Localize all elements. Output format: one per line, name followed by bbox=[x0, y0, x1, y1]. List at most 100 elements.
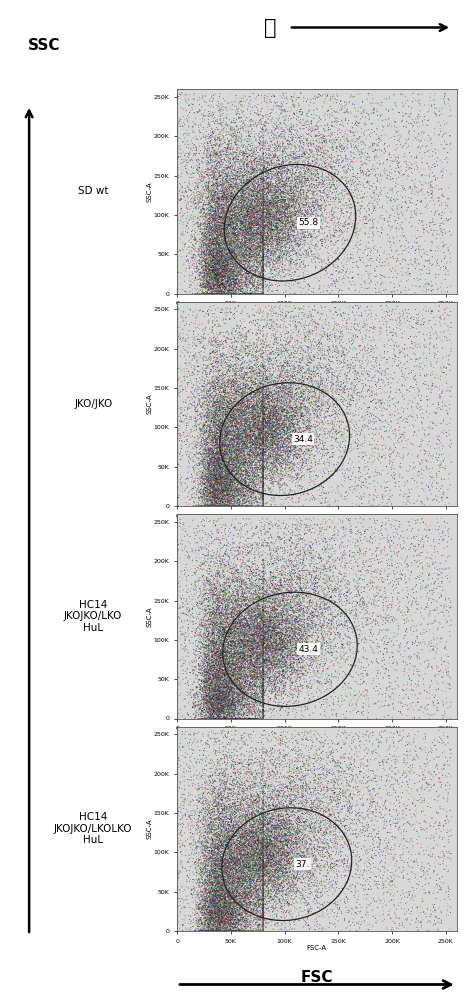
Point bbox=[265, 404, 273, 420]
Point bbox=[299, 404, 306, 420]
Point bbox=[220, 704, 227, 720]
Point bbox=[240, 398, 247, 414]
Point bbox=[204, 479, 212, 495]
Point bbox=[244, 827, 252, 843]
Point bbox=[225, 818, 233, 834]
Point bbox=[226, 282, 234, 298]
Point bbox=[203, 918, 211, 934]
Point bbox=[238, 471, 246, 487]
Point bbox=[217, 430, 224, 446]
Point bbox=[266, 408, 273, 424]
Point bbox=[225, 141, 233, 157]
Point bbox=[220, 747, 227, 763]
Point bbox=[247, 656, 254, 672]
Point bbox=[360, 871, 367, 887]
Point bbox=[214, 220, 221, 236]
Point bbox=[247, 476, 254, 492]
Point bbox=[230, 286, 237, 302]
Point bbox=[206, 642, 214, 658]
Point bbox=[280, 206, 287, 222]
Point bbox=[306, 617, 314, 633]
Point bbox=[288, 380, 296, 396]
Point bbox=[287, 658, 294, 674]
Point bbox=[294, 860, 302, 876]
Point bbox=[239, 429, 246, 445]
Point bbox=[325, 846, 333, 862]
Point bbox=[260, 896, 267, 912]
Point bbox=[202, 257, 210, 273]
Point bbox=[215, 174, 223, 190]
Point bbox=[301, 605, 308, 621]
Point bbox=[216, 704, 224, 720]
Point bbox=[242, 639, 250, 655]
Point bbox=[209, 658, 217, 674]
Point bbox=[180, 239, 188, 255]
Point bbox=[190, 695, 197, 711]
Point bbox=[240, 257, 247, 273]
Point bbox=[412, 867, 419, 883]
Point bbox=[189, 286, 197, 302]
Point bbox=[328, 148, 336, 164]
Point bbox=[204, 868, 212, 884]
Point bbox=[266, 356, 273, 372]
Point bbox=[212, 217, 220, 233]
Point bbox=[257, 822, 264, 838]
Point bbox=[323, 416, 331, 432]
Point bbox=[243, 437, 250, 453]
Point bbox=[195, 852, 203, 868]
Point bbox=[220, 478, 228, 494]
Point bbox=[274, 385, 282, 401]
Point bbox=[209, 803, 217, 819]
Point bbox=[216, 761, 223, 777]
Point bbox=[209, 251, 217, 267]
Point bbox=[217, 646, 225, 662]
Point bbox=[208, 816, 216, 832]
Point bbox=[232, 667, 239, 683]
Point bbox=[185, 821, 192, 837]
Point bbox=[218, 157, 226, 173]
Point bbox=[221, 691, 229, 707]
Point bbox=[239, 276, 246, 292]
Point bbox=[437, 856, 444, 872]
Point bbox=[332, 228, 339, 244]
Point bbox=[260, 174, 267, 190]
Point bbox=[293, 846, 301, 862]
Point bbox=[365, 307, 372, 323]
Point bbox=[227, 196, 235, 212]
Point bbox=[226, 198, 234, 214]
Point bbox=[271, 179, 278, 195]
Point bbox=[219, 178, 226, 194]
Point bbox=[298, 425, 305, 441]
Point bbox=[273, 205, 280, 221]
Point bbox=[300, 163, 307, 179]
Point bbox=[232, 914, 240, 930]
Point bbox=[260, 193, 267, 209]
Point bbox=[283, 405, 291, 421]
Point bbox=[367, 406, 375, 422]
Point bbox=[216, 710, 223, 726]
Point bbox=[282, 846, 290, 862]
Point bbox=[320, 224, 327, 240]
Point bbox=[260, 463, 267, 479]
Point bbox=[259, 838, 266, 854]
Point bbox=[226, 521, 233, 537]
Point bbox=[202, 197, 210, 213]
Point bbox=[282, 598, 289, 614]
Point bbox=[288, 129, 296, 145]
Point bbox=[413, 258, 420, 274]
Point bbox=[260, 219, 267, 235]
Point bbox=[285, 368, 292, 384]
Point bbox=[219, 183, 226, 199]
Point bbox=[250, 884, 258, 900]
Point bbox=[178, 310, 186, 326]
Point bbox=[278, 226, 286, 242]
Point bbox=[204, 769, 211, 785]
Point bbox=[243, 466, 250, 482]
Point bbox=[300, 768, 308, 784]
Point bbox=[288, 553, 295, 569]
Point bbox=[223, 828, 230, 844]
Point bbox=[214, 222, 221, 238]
Point bbox=[267, 754, 275, 770]
Point bbox=[269, 229, 276, 245]
Point bbox=[298, 398, 306, 414]
